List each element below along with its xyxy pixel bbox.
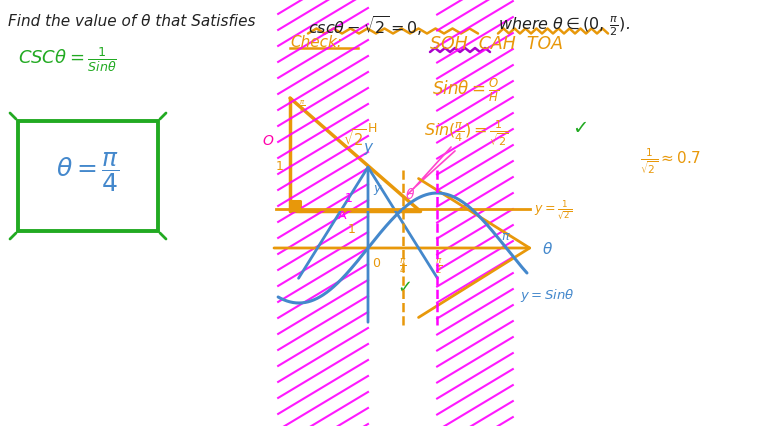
Text: 0: 0	[372, 256, 380, 269]
Text: SOH  CAH  TOA: SOH CAH TOA	[430, 35, 563, 53]
Text: H: H	[367, 121, 377, 134]
Text: $\frac{\pi}{2}$: $\frac{\pi}{2}$	[435, 256, 443, 276]
Text: Check:: Check:	[290, 35, 342, 50]
Text: 1: 1	[276, 159, 284, 172]
Text: $\frac{\pi}{4}$: $\frac{\pi}{4}$	[299, 98, 306, 115]
Text: $\frac{1}{\sqrt{2}}\approx 0.7$: $\frac{1}{\sqrt{2}}\approx 0.7$	[640, 147, 701, 176]
Text: $y=\frac{1}{\sqrt{2}}$: $y=\frac{1}{\sqrt{2}}$	[534, 198, 572, 221]
Text: 1: 1	[348, 222, 356, 236]
Bar	[18, 122, 158, 231]
Text: $Sin(\frac{\pi}{4})=\frac{1}{\sqrt{2}}$: $Sin(\frac{\pi}{4})=\frac{1}{\sqrt{2}}$	[424, 119, 508, 148]
Text: $y=Sin\theta$: $y=Sin\theta$	[520, 287, 575, 304]
Text: $csc\theta-\sqrt{2}=0,$: $csc\theta-\sqrt{2}=0,$	[308, 14, 423, 38]
Text: $Sin\theta = \frac{O}{H}$: $Sin\theta = \frac{O}{H}$	[432, 77, 499, 104]
Text: $\theta$: $\theta$	[405, 187, 415, 202]
Text: $\pi$: $\pi$	[502, 230, 511, 242]
Text: y: y	[373, 181, 380, 195]
Text: $\theta = \dfrac{\pi}{4}$: $\theta = \dfrac{\pi}{4}$	[56, 150, 120, 193]
Bar	[290, 201, 300, 211]
Text: $\frac{\pi}{4}$: $\frac{\pi}{4}$	[399, 256, 407, 276]
Text: A: A	[337, 209, 346, 222]
Text: ✓: ✓	[397, 278, 412, 296]
Text: ✓: ✓	[572, 119, 588, 138]
Text: 1: 1	[345, 191, 353, 204]
Text: where $\theta\in(0,\,\frac{\pi}{2})$.: where $\theta\in(0,\,\frac{\pi}{2})$.	[498, 14, 630, 37]
Text: $\sqrt{2}$: $\sqrt{2}$	[343, 127, 367, 148]
Text: y: y	[363, 139, 372, 154]
Text: Find the value of θ that Satisfies: Find the value of θ that Satisfies	[8, 14, 255, 29]
Text: O: O	[262, 134, 274, 148]
Text: $CSC\theta = \frac{1}{Sin\theta}$: $CSC\theta = \frac{1}{Sin\theta}$	[18, 45, 117, 73]
Text: $\theta$: $\theta$	[542, 240, 553, 256]
